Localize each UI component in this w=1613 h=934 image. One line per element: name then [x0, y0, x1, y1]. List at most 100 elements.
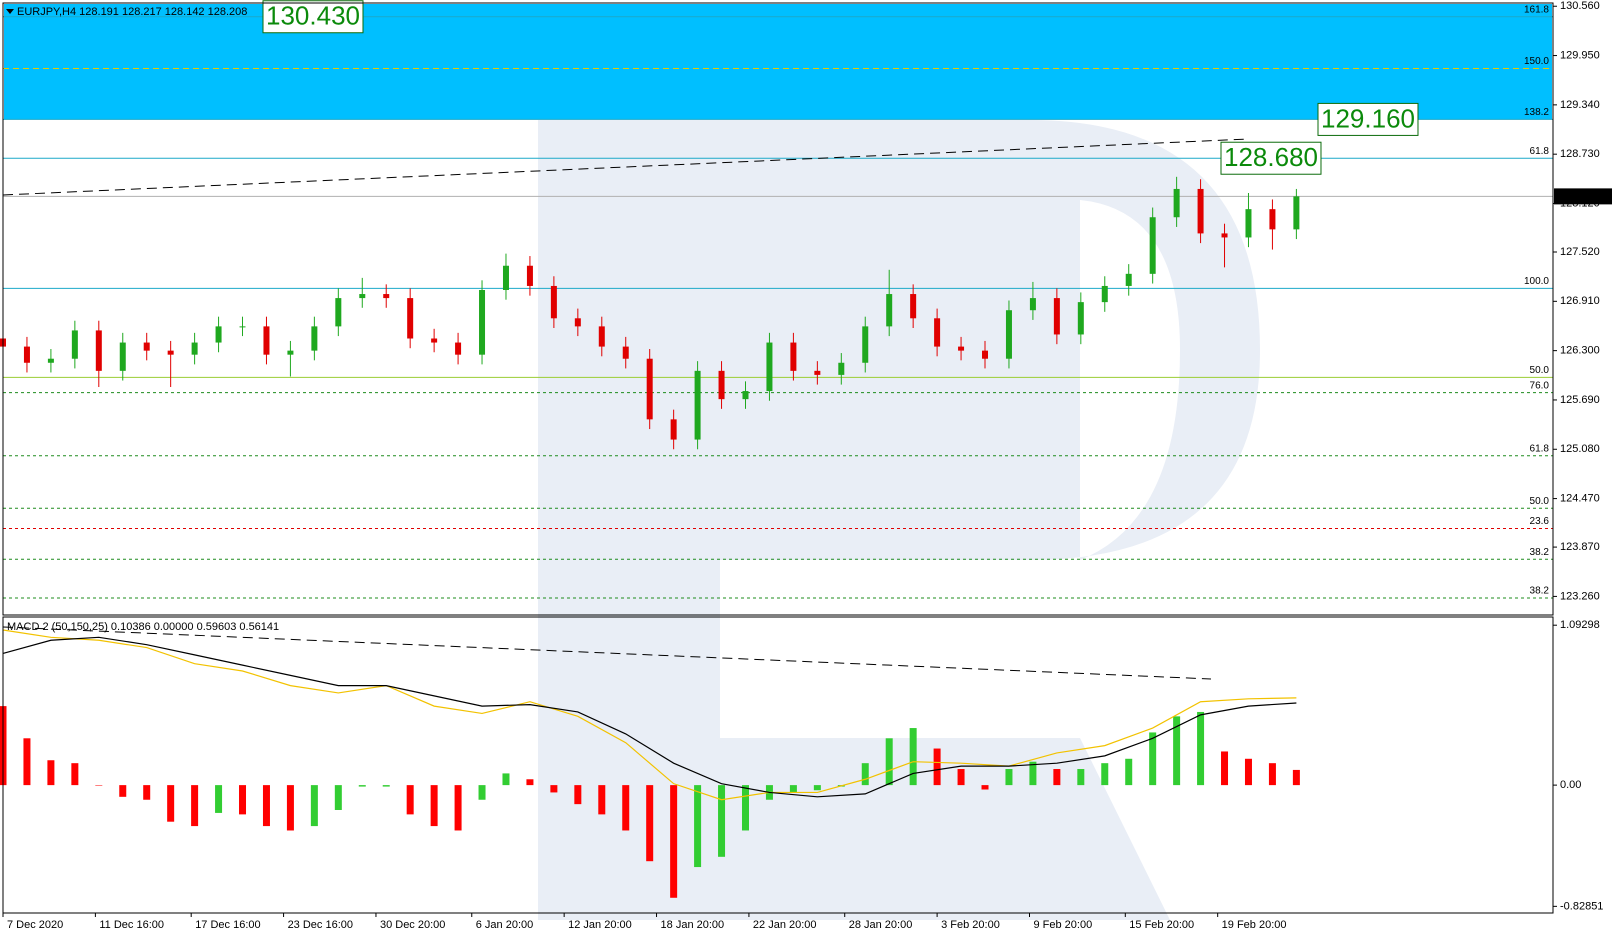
- x-tick-label: 7 Dec 2020: [7, 919, 63, 931]
- target-zone: [4, 4, 1552, 120]
- histogram-bar: [1029, 761, 1037, 786]
- histogram-bar: [358, 785, 366, 787]
- histogram-bar: [574, 785, 582, 805]
- price-box-label: 128.680: [1224, 142, 1318, 172]
- x-tick-label: 6 Jan 20:00: [476, 919, 534, 931]
- x-tick-label: 30 Dec 20:00: [380, 919, 445, 931]
- candle-body: [502, 265, 509, 291]
- histogram-bar: [1173, 716, 1181, 786]
- histogram-bar: [143, 785, 151, 800]
- histogram-bar: [119, 785, 127, 797]
- candle-body: [143, 342, 150, 351]
- histogram-bar: [191, 785, 199, 827]
- x-tick-label: 9 Feb 20:00: [1033, 919, 1092, 931]
- x-tick-label: 3 Feb 20:00: [941, 919, 1000, 931]
- y-tick-label: 129.950: [1560, 49, 1600, 61]
- fib-level-label: 38.2: [1530, 547, 1550, 558]
- histogram-bar: [286, 785, 294, 831]
- candle-body: [958, 346, 965, 351]
- y-tick-label: 0.00: [1560, 779, 1581, 791]
- candle-body: [694, 370, 701, 440]
- candle-body: [359, 294, 366, 299]
- candle-body: [23, 346, 30, 363]
- histogram-bar: [95, 785, 103, 786]
- histogram-bar: [1244, 758, 1252, 786]
- histogram-bar: [1101, 763, 1109, 786]
- histogram-bar: [622, 785, 630, 831]
- x-tick-label: 15 Feb 20:00: [1129, 919, 1194, 931]
- candle-body: [383, 294, 390, 299]
- x-tick-label: 19 Feb 20:00: [1222, 919, 1287, 931]
- price-box-label: 130.430: [266, 1, 360, 31]
- candle-body: [1173, 188, 1180, 218]
- y-tick-label: 126.910: [1560, 295, 1600, 307]
- candle-body: [1221, 233, 1228, 238]
- histogram-bar: [239, 785, 247, 815]
- candle-body: [191, 342, 198, 355]
- histogram-bar: [1268, 763, 1276, 786]
- histogram-bar: [215, 785, 223, 813]
- histogram-bar: [789, 785, 797, 793]
- candle-body: [1149, 217, 1156, 274]
- y-tick-label: 123.870: [1560, 541, 1600, 553]
- price-panel-border: [2, 2, 1554, 616]
- histogram-bar: [718, 785, 726, 857]
- candle-body: [550, 285, 557, 319]
- candle-body: [215, 326, 222, 343]
- histogram-bar: [933, 748, 941, 786]
- x-tick-label: 22 Jan 20:00: [753, 919, 817, 931]
- price-box-label: 129.160: [1321, 103, 1415, 133]
- price-box: [262, 0, 364, 34]
- y-tick-label: 128.730: [1560, 148, 1600, 160]
- histogram-bar: [1197, 711, 1205, 786]
- y-tick-label: 126.300: [1560, 345, 1600, 357]
- candle-body: [526, 265, 533, 286]
- histogram-bar: [981, 785, 989, 790]
- candle-body: [95, 330, 102, 371]
- y-tick-label: 125.690: [1560, 394, 1600, 406]
- y-tick-label: 127.520: [1560, 246, 1600, 258]
- candle-body: [1053, 298, 1060, 335]
- histogram-bar: [550, 785, 558, 793]
- histogram-bar: [478, 785, 486, 800]
- last-price-tag: [1554, 188, 1612, 205]
- histogram-bar: [957, 769, 965, 786]
- fib-level-label: 23.6: [1530, 516, 1550, 527]
- candle-body: [574, 318, 581, 327]
- indicator-title: MACD 2 (50,150,25) 0.10386 0.00000 0.596…: [7, 621, 279, 633]
- fib-level-label: 161.8: [1524, 4, 1549, 15]
- x-tick-label: 23 Dec 16:00: [288, 919, 353, 931]
- candle-body: [790, 342, 797, 371]
- candle-body: [718, 370, 725, 400]
- histogram-bar: [813, 785, 821, 791]
- candle-body: [479, 290, 486, 355]
- fib-level-label: 76.0: [1530, 380, 1550, 391]
- histogram-bar: [406, 785, 414, 815]
- histogram-bar: [71, 763, 79, 786]
- candle-body: [1245, 209, 1252, 238]
- menu-arrow[interactable]: [6, 9, 14, 14]
- histogram-bar: [670, 785, 678, 898]
- fib-level-label: 50.0: [1530, 496, 1550, 507]
- trend-line: [2, 626, 1212, 680]
- histogram-bar: [1077, 769, 1085, 786]
- candle-body: [1125, 273, 1132, 286]
- histogram-bar: [1005, 769, 1013, 786]
- histogram-bar: [454, 785, 462, 831]
- candle-body: [1197, 188, 1204, 234]
- candle-body: [670, 419, 677, 440]
- histogram-bar: [526, 779, 534, 786]
- fib-level-label: 50.0: [1530, 365, 1550, 376]
- y-tick-label: 125.080: [1560, 443, 1600, 455]
- candle-body: [814, 370, 821, 375]
- last-price-label: 128.208: [1559, 190, 1599, 202]
- candle-body: [407, 298, 414, 339]
- candle-body: [1101, 285, 1108, 303]
- histogram-bar: [262, 785, 270, 827]
- fib-level-label: 61.8: [1530, 443, 1550, 454]
- candle-body: [622, 346, 629, 359]
- candle-body: [742, 391, 749, 400]
- histogram-bar: [430, 785, 438, 827]
